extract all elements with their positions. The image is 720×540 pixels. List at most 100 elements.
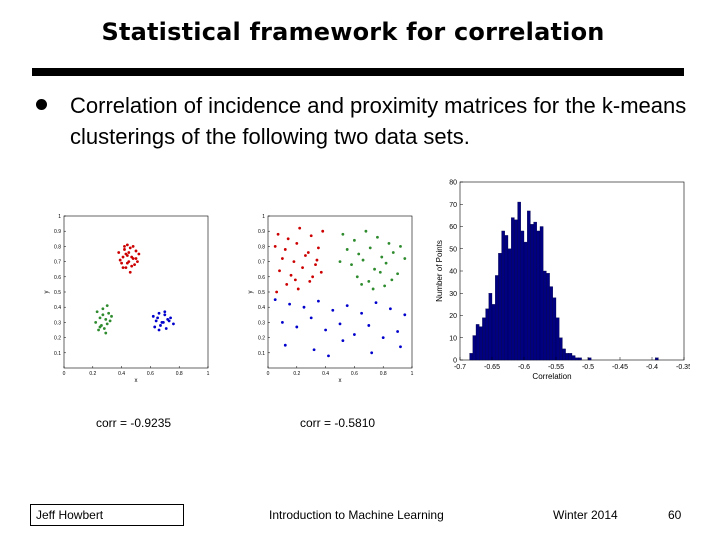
scatter-point-cluster-green	[101, 313, 105, 317]
scatter-point-cluster-blue	[157, 311, 161, 315]
scatter-point-cluster-blue	[312, 348, 316, 352]
scatter-point-cluster-blue	[324, 328, 327, 332]
x-tick-label: 0.4	[322, 371, 329, 377]
y-tick-label: 0.1	[54, 351, 61, 357]
histogram-bar	[562, 348, 566, 361]
plot-frame	[267, 215, 413, 369]
scatter-point-cluster-blue	[399, 345, 402, 349]
scatter-point-cluster-green	[102, 327, 106, 330]
scatter-point-cluster-green	[104, 331, 108, 335]
x-tick-label: 0.6	[351, 371, 358, 377]
scatter-point-cluster-blue	[281, 321, 284, 324]
scatter-point-cluster-blue	[295, 325, 299, 329]
y-tick-label: 0.8	[258, 244, 265, 250]
scatter-point-cluster-green	[361, 258, 365, 262]
scatter-point-cluster-red	[296, 287, 300, 291]
histogram-bar	[482, 317, 486, 361]
scatter-point-cluster-green	[399, 245, 402, 248]
scatter-point-cluster-blue	[309, 316, 313, 320]
scatter-point-cluster-green	[341, 232, 345, 236]
histogram-bar	[485, 308, 489, 361]
y-tick-label: 0.2	[54, 336, 61, 342]
footer-term: Winter 2014	[553, 508, 618, 522]
scatter-point-cluster-red	[124, 266, 128, 270]
y-tick-label: 40	[449, 269, 457, 276]
scatter-point-cluster-green	[345, 248, 349, 251]
scatter-point-cluster-green	[355, 275, 359, 279]
scatter-point-cluster-red	[133, 263, 136, 267]
scatter-point-cluster-red	[306, 251, 310, 254]
x-tick-label: 0.8	[380, 371, 387, 377]
scatter-point-cluster-red	[321, 229, 325, 233]
footer-page-number: 60	[668, 508, 682, 522]
x-tick-label: -0.6	[518, 364, 530, 371]
x-tick-label: 1	[207, 371, 210, 377]
scatter-point-cluster-green	[396, 272, 399, 276]
scatter-point-cluster-blue	[374, 301, 378, 305]
histogram-bar	[655, 357, 659, 361]
scatter-point-cluster-green	[373, 267, 376, 271]
scatter-point-cluster-red	[293, 278, 297, 282]
y-tick-label: 0.3	[54, 320, 61, 326]
scatter-point-cluster-blue	[153, 325, 157, 329]
scatter-point-cluster-green	[104, 317, 108, 321]
y-tick-label: 0.8	[54, 244, 61, 250]
histogram-bar	[523, 241, 528, 361]
histogram-bar	[539, 226, 544, 361]
scatter-point-cluster-blue	[327, 354, 330, 358]
scatter-point-cluster-blue	[389, 307, 392, 311]
scatter-point-cluster-red	[273, 245, 277, 248]
scatter-point-cluster-red	[123, 245, 126, 248]
scatter-point-cluster-green	[367, 279, 371, 283]
y-tick-label: 0.9	[54, 229, 61, 235]
x-tick-label: 0.2	[89, 371, 96, 377]
scatter-point-cluster-red	[317, 246, 320, 250]
scatter-point-cluster-red	[131, 245, 135, 248]
x-tick-label: 1	[411, 371, 414, 377]
scatter-point-cluster-red	[309, 234, 313, 238]
corr-caption-left: corr = -0.9235	[96, 416, 172, 430]
y-tick-label: 50	[449, 246, 457, 253]
scatter-point-cluster-green	[110, 314, 113, 318]
scatter-point-cluster-red	[125, 261, 129, 265]
scatter-point-cluster-red	[281, 257, 284, 260]
scatter-point-cluster-red	[121, 266, 125, 270]
bullet-marker	[36, 99, 47, 110]
y-tick-label: 0.5	[54, 290, 61, 296]
x-axis-label: Correlation	[532, 372, 571, 381]
scatter-point-cluster-red	[134, 249, 138, 253]
y-tick-label: 0.5	[258, 290, 265, 296]
scatter-point-cluster-red	[276, 232, 280, 236]
histogram-bar	[530, 224, 534, 361]
x-tick-label: -0.45	[612, 364, 628, 371]
histogram-bar	[533, 221, 537, 361]
scatter-point-cluster-blue	[338, 322, 342, 326]
histogram-bar	[507, 248, 512, 361]
histogram-bar	[495, 275, 499, 361]
x-tick-label: -0.35	[676, 364, 690, 371]
bullet-text: Correlation of incidence and proximity m…	[70, 93, 687, 149]
scatter-point-cluster-green	[357, 252, 361, 256]
y-tick-label: 1	[58, 214, 61, 220]
scatter-point-cluster-red	[286, 237, 290, 241]
y-tick-label: 10	[449, 335, 457, 342]
scatter-point-cluster-blue	[161, 321, 165, 324]
histogram-bar	[511, 217, 515, 361]
scatter-point-cluster-blue	[360, 311, 363, 315]
scatter-point-cluster-blue	[154, 319, 158, 323]
y-tick-label: 0.7	[258, 260, 265, 266]
scatter-point-cluster-red	[121, 255, 125, 259]
x-axis-label: x	[135, 378, 138, 384]
histogram-bar	[475, 324, 480, 361]
scatter-point-cluster-green	[94, 321, 98, 324]
scatter-point-cluster-red	[283, 248, 287, 251]
scatter-plot-well-separated: 0 0.2 0.4 0.6 0.8 1 0.1 0.2 0.3 0.4 0.5 0.6 0.7 0.8 0.…	[44, 214, 210, 384]
y-axis-label: y	[44, 291, 50, 294]
x-tick-label: 0	[267, 371, 270, 377]
scatter-point-cluster-green	[350, 263, 353, 267]
y-axis-label: Number of Points	[435, 240, 444, 302]
scatter-point-cluster-green	[105, 322, 109, 326]
scatter-point-cluster-blue	[283, 343, 287, 347]
histogram-bar	[514, 219, 518, 361]
scatter-point-cluster-green	[97, 328, 100, 332]
